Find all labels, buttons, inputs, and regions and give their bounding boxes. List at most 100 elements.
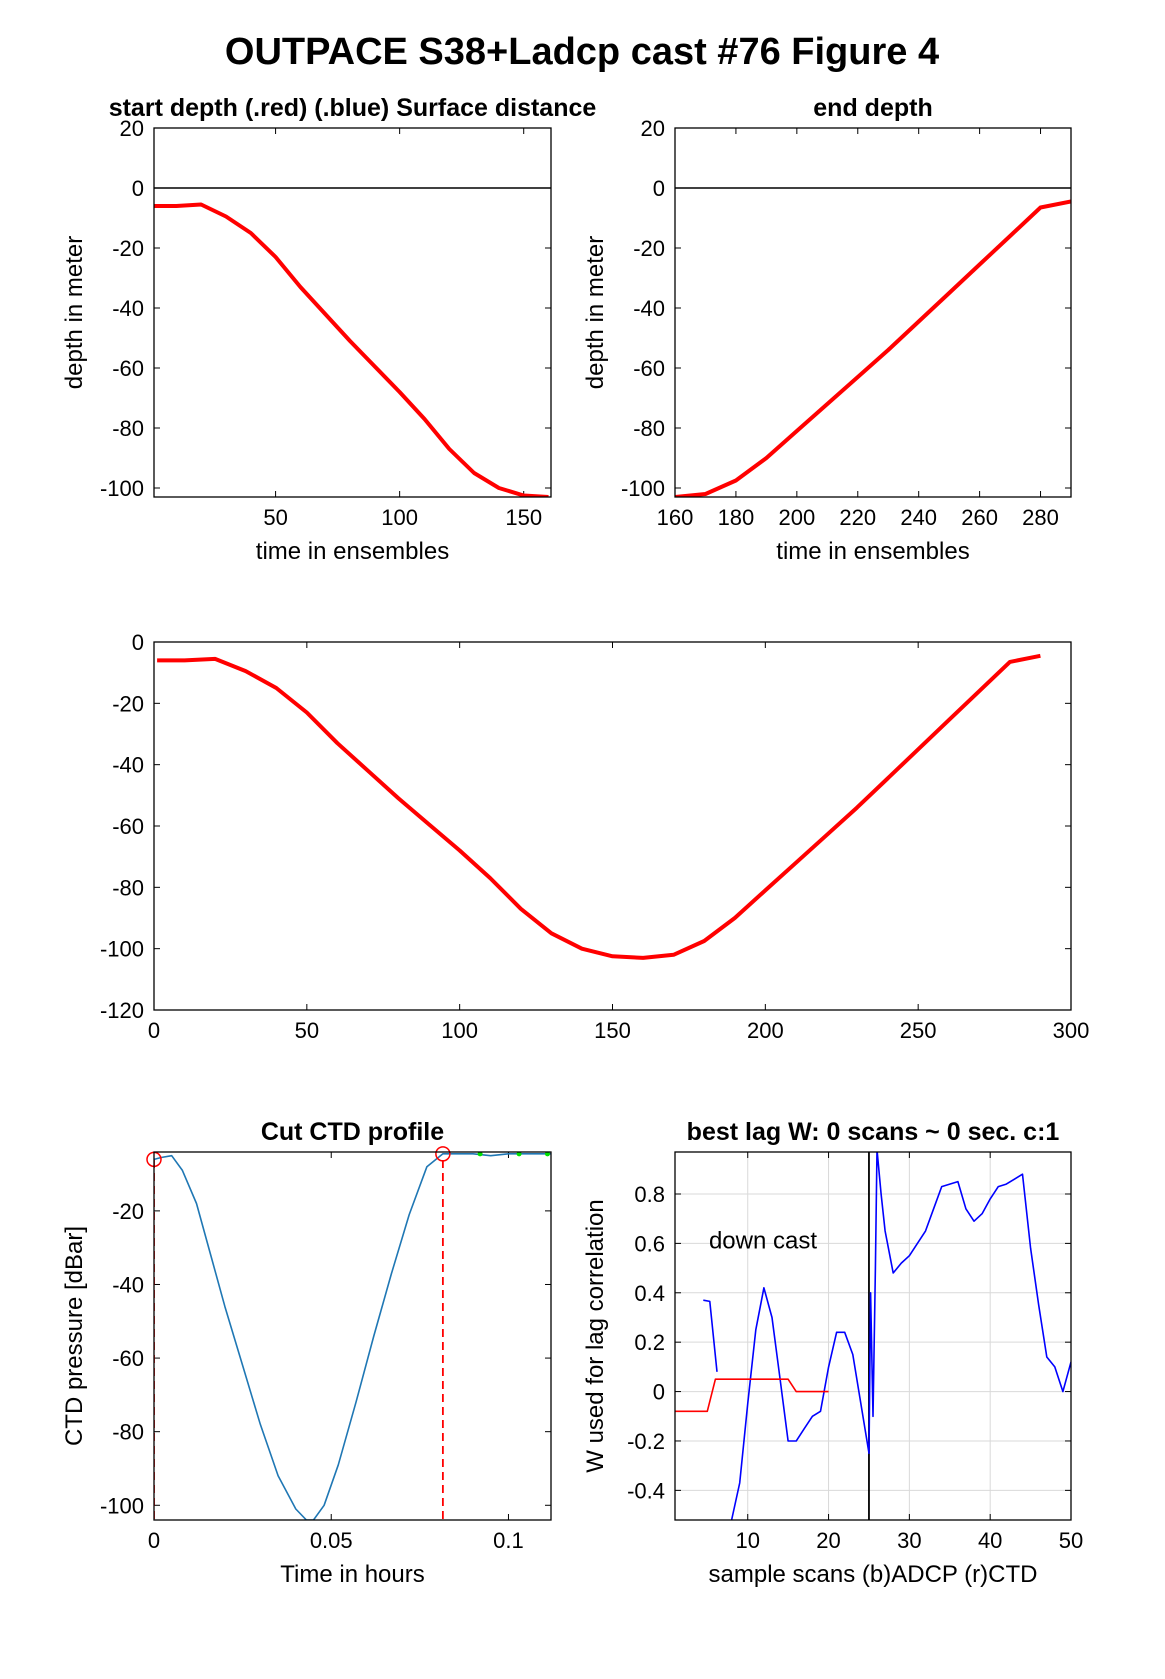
series-line-0 — [703, 1299, 718, 1372]
y-tick-label: -40 — [112, 296, 144, 321]
x-tick-label: 10 — [735, 1528, 759, 1553]
x-axis-label: time in ensembles — [776, 538, 969, 565]
series-line-0 — [157, 653, 1041, 960]
x-tick-label: 50 — [1059, 1528, 1083, 1553]
y-axis-label: depth in meter — [582, 236, 609, 389]
y-tick-label: -20 — [112, 236, 144, 261]
y-tick-label: 0.2 — [634, 1330, 665, 1355]
y-tick-label: -20 — [112, 691, 144, 716]
series-line-0 — [675, 199, 1071, 497]
axes-box — [153, 127, 552, 498]
x-tick-label: 100 — [441, 1018, 478, 1043]
x-tick-label: 150 — [594, 1018, 631, 1043]
plot-area — [157, 653, 1041, 960]
y-axis-label: W used for lag correlation — [582, 1199, 609, 1472]
x-tick-label: 0 — [148, 1018, 160, 1043]
series-line-0 — [730, 1152, 1071, 1520]
y-tick-label: 20 — [120, 116, 144, 141]
x-axis-label: time in ensembles — [256, 538, 449, 565]
x-axis-label: Time in hours — [280, 1561, 425, 1588]
y-tick-label: -120 — [100, 998, 144, 1023]
x-tick-label: 280 — [1022, 505, 1059, 530]
data-point — [516, 1152, 522, 1157]
axes-box — [674, 127, 1072, 498]
y-tick-label: 0 — [653, 176, 665, 201]
y-tick-label: -100 — [100, 937, 144, 962]
x-tick-label: 50 — [295, 1018, 319, 1043]
x-axis-label: sample scans (b)ADCP (r)CTD — [709, 1561, 1038, 1588]
y-tick-label: -0.4 — [627, 1478, 665, 1503]
y-tick-label: -60 — [112, 814, 144, 839]
x-tick-label: 40 — [978, 1528, 1002, 1553]
series-line-0 — [154, 1153, 551, 1520]
y-tick-label: 0.8 — [634, 1182, 665, 1207]
cut-ctd-chart: 0 0.05 0.1 -20 -40 -60 -80 -100 Cut CTD profile T… — [61, 1118, 552, 1588]
y-tick-label: 0 — [653, 1380, 665, 1405]
chart-title: best lag W: 0 scans ~ 0 sec. c:1 — [687, 1118, 1060, 1146]
y-tick-label: -60 — [112, 1346, 144, 1371]
data-point — [544, 1152, 550, 1157]
series-line-0 — [154, 202, 549, 497]
y-tick-label: -20 — [633, 236, 665, 261]
axes-box — [153, 641, 1072, 1011]
x-tick-label: 200 — [747, 1018, 784, 1043]
y-tick-label: -40 — [633, 296, 665, 321]
plot-area — [154, 187, 551, 497]
x-tick-label: 180 — [718, 505, 755, 530]
cut-marker — [435, 1146, 451, 1162]
down-cast-annotation: down cast — [709, 1227, 817, 1254]
figure-title: OUTPACE S38+Ladcp cast #76 Figure 4 — [225, 31, 939, 73]
data-point — [477, 1152, 483, 1157]
x-tick-label: 250 — [900, 1018, 937, 1043]
axes-box — [153, 1151, 552, 1521]
x-tick-label: 260 — [961, 505, 998, 530]
x-tick-label: 150 — [505, 505, 542, 530]
x-tick-label: 0.05 — [310, 1528, 353, 1553]
y-tick-label: 20 — [641, 116, 665, 141]
y-tick-label: -100 — [100, 476, 144, 501]
plot-area — [675, 1152, 1071, 1520]
y-tick-label: 0.4 — [634, 1281, 665, 1306]
plot-area — [675, 187, 1071, 497]
y-tick-label: -100 — [621, 476, 665, 501]
y-axis-label: CTD pressure [dBar] — [61, 1226, 88, 1446]
chart-title: Cut CTD profile — [261, 1118, 444, 1146]
axes-box — [674, 1151, 1072, 1521]
y-tick-label: -80 — [112, 875, 144, 900]
x-tick-label: 50 — [263, 505, 287, 530]
full-profile-chart: 0 50 100 150 200 250 300 0 -20 -40 -60 -80 -100 -120 — [100, 630, 1089, 1043]
x-tick-label: 160 — [657, 505, 694, 530]
x-tick-label: 300 — [1053, 1018, 1090, 1043]
y-tick-label: -60 — [112, 356, 144, 381]
y-tick-label: -80 — [112, 1420, 144, 1445]
y-tick-label: -100 — [100, 1493, 144, 1518]
y-tick-label: 0.6 — [634, 1231, 665, 1256]
y-tick-label: -80 — [112, 416, 144, 441]
y-tick-label: -40 — [112, 1272, 144, 1297]
x-tick-label: 0.1 — [493, 1528, 524, 1553]
x-tick-label: 30 — [897, 1528, 921, 1553]
y-tick-label: -40 — [112, 753, 144, 778]
y-axis-label: depth in meter — [61, 236, 88, 389]
y-tick-label: 0 — [132, 176, 144, 201]
y-tick-label: 0 — [132, 630, 144, 655]
y-tick-label: -80 — [633, 416, 665, 441]
y-tick-label: -60 — [633, 356, 665, 381]
x-tick-label: 200 — [778, 505, 815, 530]
chart-title: end depth — [813, 94, 932, 122]
y-tick-label: -0.2 — [627, 1429, 665, 1454]
x-tick-label: 240 — [900, 505, 937, 530]
best-lag-chart: 10 20 30 40 50 0.8 0.6 0.4 0.2 0 -0.2 -0.4 down cast… — [582, 1118, 1083, 1588]
y-tick-label: -20 — [112, 1199, 144, 1224]
plot-area — [154, 1152, 551, 1520]
x-tick-label: 100 — [381, 505, 418, 530]
x-tick-label: 20 — [816, 1528, 840, 1553]
end-depth-chart: 160 180 200 220 240 260 280200-20-40-60-80-100… — [582, 94, 1072, 565]
x-tick-label: 220 — [839, 505, 876, 530]
chart-title: start depth (.red) (.blue) Surface dista… — [109, 94, 597, 122]
x-tick-label: 0 — [148, 1528, 160, 1553]
series-line-1 — [675, 1378, 829, 1413]
